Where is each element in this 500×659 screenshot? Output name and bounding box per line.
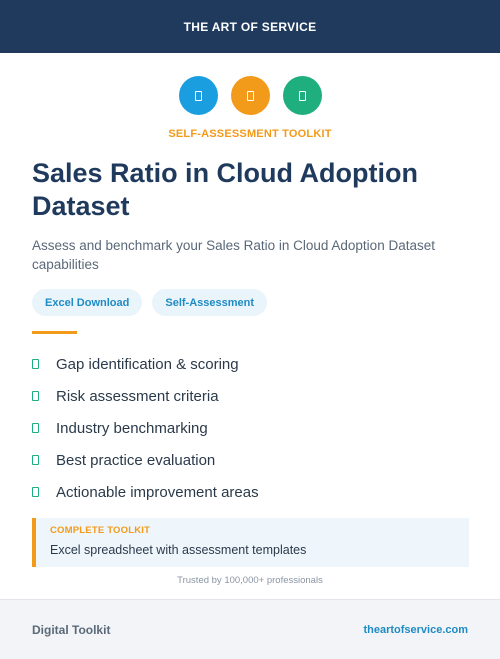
footer-label: Digital Toolkit [32, 622, 111, 637]
tag-list: Excel Download Self-Assessment [32, 289, 268, 316]
callout-label: COMPLETE TOOLKIT [50, 525, 151, 536]
header-bar: THE ART OF SERVICE [0, 0, 500, 53]
feature-text: Industry benchmarking [56, 419, 208, 437]
trusted-note: Trusted by 100,000+ professionals [177, 575, 323, 586]
feature-item: Best practice evaluation [32, 444, 259, 476]
feature-item: Actionable improvement areas [32, 476, 259, 508]
check-icon [32, 423, 39, 433]
feature-item: Industry benchmarking [32, 412, 259, 444]
page-title: Sales Ratio in Cloud Adoption Dataset [32, 158, 418, 221]
document-icon [282, 76, 322, 115]
brand-name: THE ART OF SERVICE [183, 19, 317, 34]
document-icon [230, 76, 270, 115]
check-icon [32, 391, 39, 401]
tag-self-assessment: Self-Assessment [152, 289, 268, 316]
check-icon [32, 359, 39, 369]
footer-link[interactable]: theartofservice.com [363, 623, 468, 636]
callout-text: Excel spreadsheet with assessment templa… [50, 543, 307, 557]
check-icon [32, 455, 39, 465]
tag-excel-download: Excel Download [32, 289, 143, 316]
feature-text: Best practice evaluation [56, 451, 216, 469]
footer: Digital Toolkit theartofservice.com [0, 599, 500, 659]
icon-row [0, 76, 500, 115]
toolkit-kicker: SELF-ASSESSMENT TOOLKIT [168, 128, 332, 140]
toolkit-callout: COMPLETE TOOLKIT Excel spreadsheet with … [32, 518, 469, 567]
check-icon [32, 487, 39, 497]
feature-text: Risk assessment criteria [56, 387, 219, 405]
accent-divider [32, 331, 77, 334]
feature-text: Gap identification & scoring [56, 355, 239, 373]
document-icon [178, 76, 218, 115]
feature-list: Gap identification & scoring Risk assess… [32, 348, 259, 508]
feature-item: Gap identification & scoring [32, 348, 259, 380]
feature-text: Actionable improvement areas [56, 483, 259, 501]
page-subtitle: Assess and benchmark your Sales Ratio in… [32, 238, 435, 272]
feature-item: Risk assessment criteria [32, 380, 259, 412]
